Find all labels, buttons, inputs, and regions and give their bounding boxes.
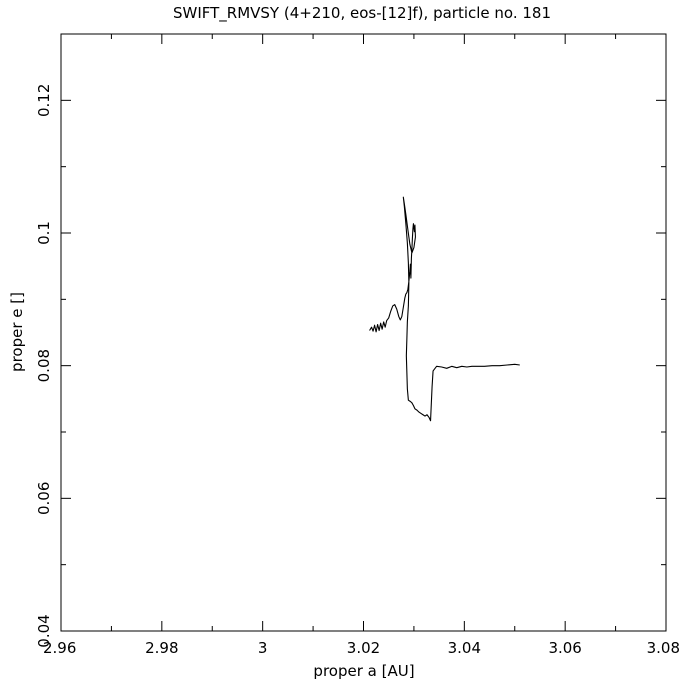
x-tick-label: 3.06 [548,639,581,657]
y-tick-label: 0.12 [35,84,53,117]
x-axis-tick-labels: 2.96 2.98 3 3.02 3.04 3.06 3.08 [43,639,680,657]
x-axis-label: proper a [AU] [313,662,414,680]
chart-title: SWIFT_RMVSY (4+210, eos-[12]f), particle… [173,4,551,23]
x-tick-label: 3.02 [347,639,380,657]
x-tick-label: 3 [258,639,268,657]
x-tick-label: 2.96 [43,639,76,657]
y-tick-label: 0.04 [35,614,53,647]
axis-ticks [60,33,667,632]
x-tick-label: 3.04 [448,639,481,657]
y-tick-label: 0.08 [35,349,53,382]
y-axis-label: proper e [] [8,292,26,372]
y-tick-label: 0.06 [35,482,53,515]
plot-frame [60,33,667,632]
y-tick-label: 0.1 [35,221,53,245]
data-series [369,196,520,422]
x-tick-label: 3.08 [647,639,680,657]
y-axis-tick-labels: 0.04 0.06 0.08 0.1 0.12 [35,84,53,648]
series-line [369,196,520,422]
x-tick-label: 2.98 [145,639,178,657]
